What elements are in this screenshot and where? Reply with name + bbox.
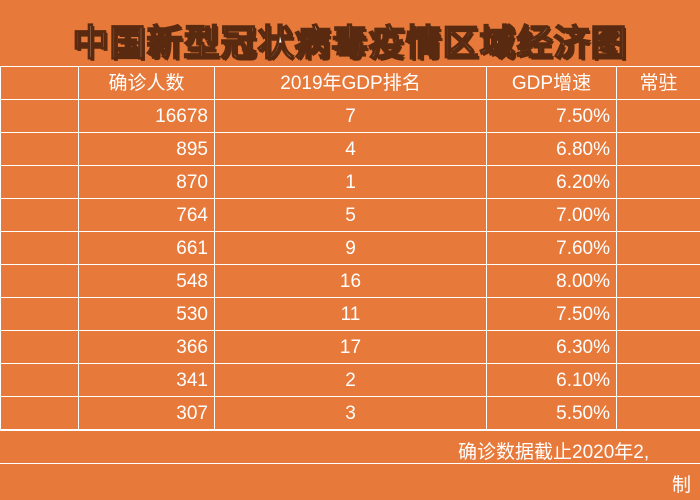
cell-resident [616, 396, 700, 430]
cell-gdp-rank: 1 [214, 165, 487, 199]
cell-resident [616, 231, 700, 265]
table-row: 341 2 6.10% [0, 363, 700, 397]
cell-region [0, 396, 79, 430]
cell-gdp-growth: 6.30% [486, 330, 617, 364]
data-table: 确诊人数 2019年GDP排名 GDP增速 常驻 16678 7 7.50% 895 4… [0, 66, 700, 430]
header-cell-confirmed: 确诊人数 [78, 66, 215, 100]
cell-gdp-growth: 5.50% [486, 396, 617, 430]
cell-gdp-rank: 3 [214, 396, 487, 430]
cell-confirmed: 307 [78, 396, 215, 430]
footnote-maker-row: 制 [0, 463, 700, 496]
table-row: 530 11 7.50% [0, 297, 700, 331]
cell-gdp-growth: 6.20% [486, 165, 617, 199]
cell-region [0, 165, 79, 199]
cell-resident [616, 198, 700, 232]
cell-gdp-rank: 11 [214, 297, 487, 331]
cell-gdp-rank: 17 [214, 330, 487, 364]
table-row: 307 3 5.50% [0, 396, 700, 430]
table-row: 366 17 6.30% [0, 330, 700, 364]
table-row: 764 5 7.00% [0, 198, 700, 232]
cell-confirmed: 895 [78, 132, 215, 166]
cell-confirmed: 764 [78, 198, 215, 232]
cell-gdp-rank: 16 [214, 264, 487, 298]
cell-confirmed: 548 [78, 264, 215, 298]
header-cell-gdp-growth: GDP增速 [486, 66, 617, 100]
cell-region [0, 132, 79, 166]
table-row: 870 1 6.20% [0, 165, 700, 199]
cell-gdp-rank: 7 [214, 99, 487, 133]
cell-resident [616, 165, 700, 199]
cell-gdp-growth: 7.60% [486, 231, 617, 265]
table-row: 548 16 8.00% [0, 264, 700, 298]
cell-region [0, 363, 79, 397]
cell-resident [616, 330, 700, 364]
table-row: 16678 7 7.50% [0, 99, 700, 133]
footnote-maker: 制 [672, 475, 692, 496]
cell-confirmed: 366 [78, 330, 215, 364]
cell-region [0, 99, 79, 133]
cell-confirmed: 661 [78, 231, 215, 265]
cell-confirmed: 341 [78, 363, 215, 397]
cell-region [0, 198, 79, 232]
cell-region [0, 330, 79, 364]
cell-gdp-growth: 7.00% [486, 198, 617, 232]
footnote-cutoff: 确诊数据截止2020年2, [458, 442, 650, 463]
cell-gdp-rank: 2 [214, 363, 487, 397]
header-cell-resident: 常驻 [616, 66, 700, 100]
cell-resident [616, 264, 700, 298]
table-row: 895 4 6.80% [0, 132, 700, 166]
cell-resident [616, 132, 700, 166]
cell-gdp-growth: 7.50% [486, 99, 617, 133]
cell-gdp-rank: 5 [214, 198, 487, 232]
cell-gdp-growth: 6.10% [486, 363, 617, 397]
cell-gdp-growth: 7.50% [486, 297, 617, 331]
cell-resident [616, 99, 700, 133]
cell-gdp-growth: 6.80% [486, 132, 617, 166]
cell-region [0, 231, 79, 265]
cell-region [0, 264, 79, 298]
cell-resident [616, 297, 700, 331]
cell-gdp-rank: 4 [214, 132, 487, 166]
title-band: 中国新型冠状病毒疫情区域经济图 [0, 0, 700, 66]
page-title: 中国新型冠状病毒疫情区域经济图 [72, 22, 628, 65]
cell-confirmed: 870 [78, 165, 215, 199]
cell-region [0, 297, 79, 331]
footnote-cutoff-row: 确诊数据截止2020年2, [0, 430, 700, 463]
cell-gdp-growth: 8.00% [486, 264, 617, 298]
header-cell-gdp-rank: 2019年GDP排名 [214, 66, 487, 100]
table-row: 661 9 7.60% [0, 231, 700, 265]
header-cell-region [0, 66, 79, 100]
cell-confirmed: 530 [78, 297, 215, 331]
cell-resident [616, 363, 700, 397]
cell-gdp-rank: 9 [214, 231, 487, 265]
cell-confirmed: 16678 [78, 99, 215, 133]
table-header-row: 确诊人数 2019年GDP排名 GDP增速 常驻 [0, 66, 700, 100]
